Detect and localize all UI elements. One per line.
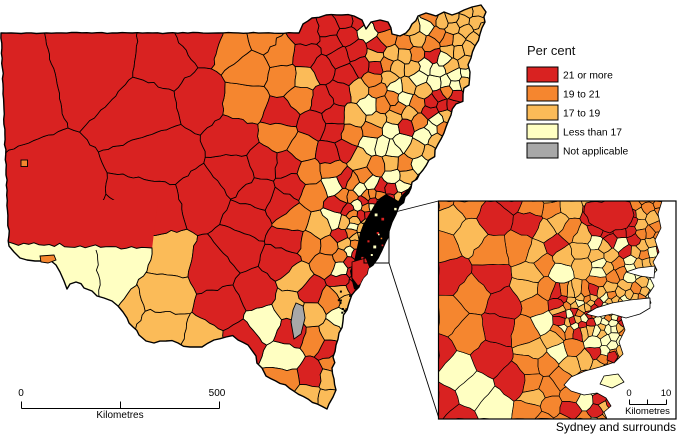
svg-text:0: 0 (626, 388, 631, 399)
svg-text:0: 0 (18, 388, 24, 399)
svg-text:19 to 21: 19 to 21 (563, 90, 600, 101)
svg-text:Kilometres: Kilometres (625, 406, 670, 417)
svg-text:Per cent: Per cent (527, 43, 576, 58)
svg-text:21 or more: 21 or more (563, 71, 613, 82)
svg-text:Not applicable: Not applicable (563, 147, 629, 158)
svg-text:500: 500 (209, 388, 226, 399)
svg-text:Less than 17: Less than 17 (563, 128, 622, 139)
svg-text:Sydney and surrounds: Sydney and surrounds (556, 420, 676, 434)
svg-text:Kilometres: Kilometres (96, 410, 143, 421)
svg-text:10: 10 (661, 388, 672, 399)
svg-text:17 to 19: 17 to 19 (563, 109, 600, 120)
